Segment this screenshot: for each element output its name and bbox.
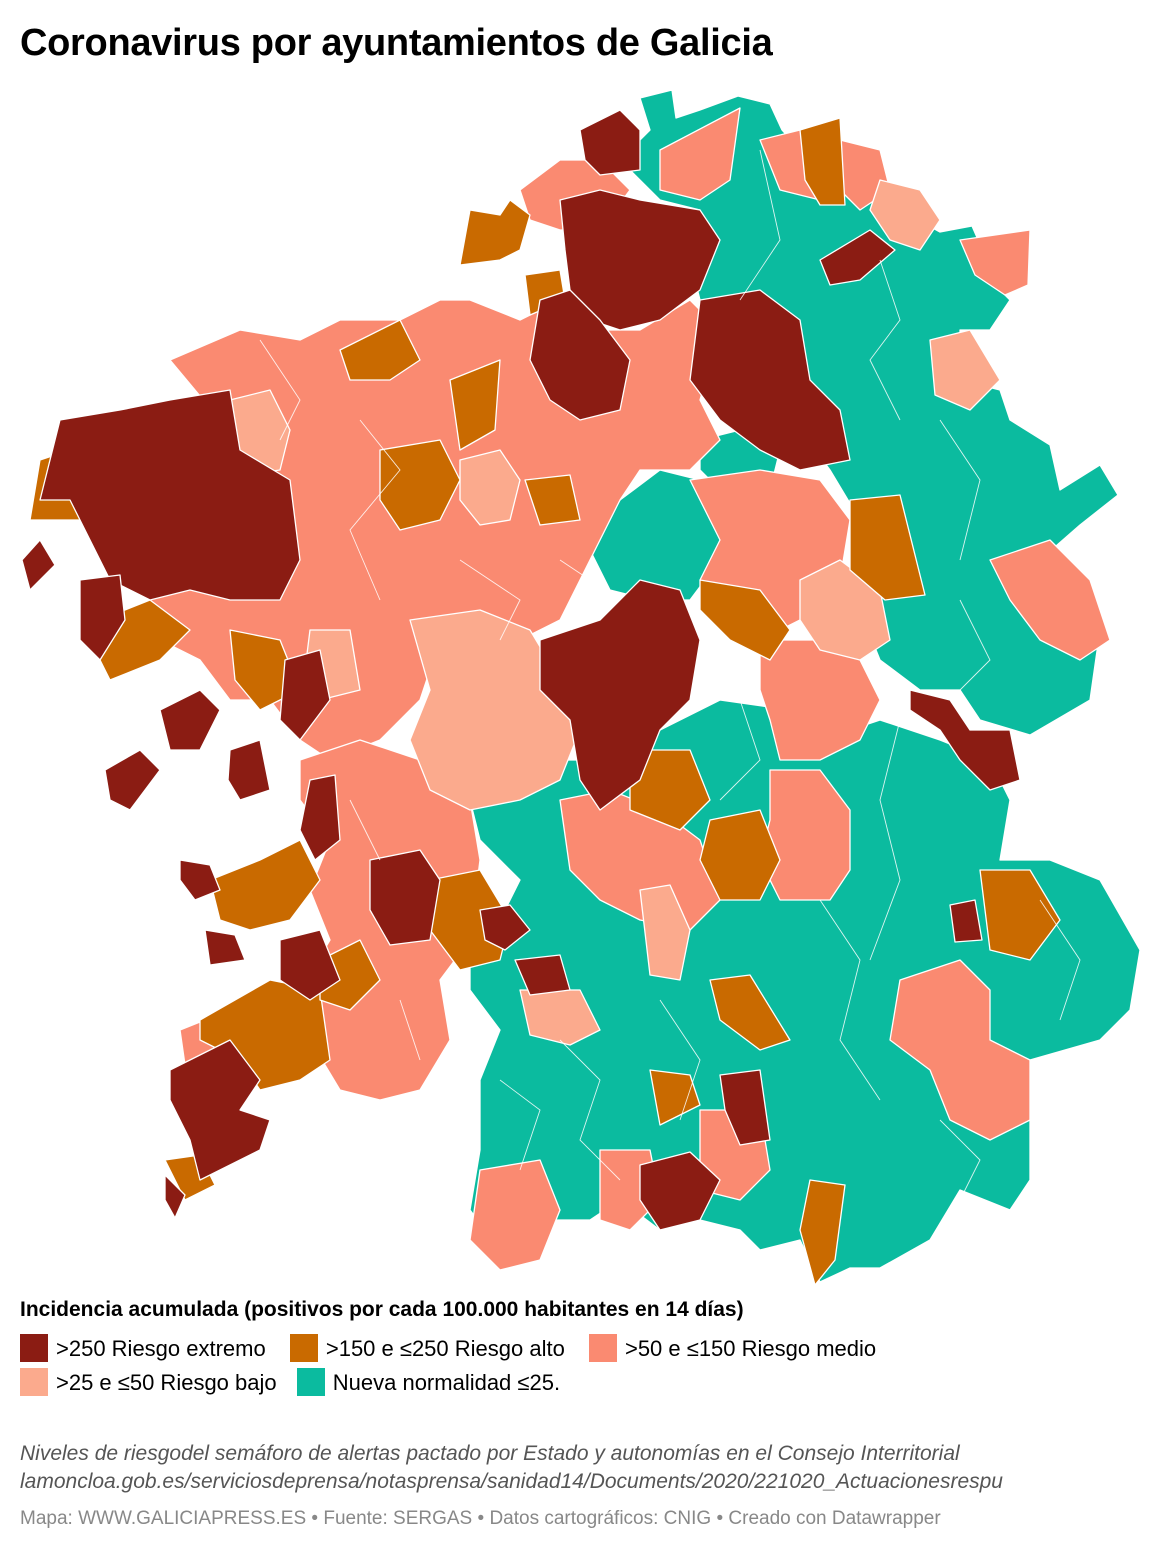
region-orange-ordes <box>379 439 461 531</box>
region-darkred-ourense-east <box>909 689 1021 791</box>
region-darkred-pontevedra-2 <box>299 774 341 861</box>
legend-label: >150 e ≤250 Riesgo alto <box>325 1336 565 1361</box>
region-darkred-arousa-west <box>104 749 161 811</box>
legend-item-extremo: >250 Riesgo extremo <box>20 1332 266 1366</box>
region-orange-ourense-south-2 <box>649 1069 701 1126</box>
region-darkred-lalin <box>539 579 701 811</box>
region-darkred-muros <box>79 574 126 661</box>
region-orange-ourense-east <box>979 869 1061 961</box>
municipal-boundaries <box>259 149 1081 1201</box>
region-darkred-cangas <box>179 859 221 901</box>
region-salmon-ourense-east <box>889 959 1031 1141</box>
legend-items: >250 Riesgo extremo >150 e ≤250 Riesgo a… <box>20 1332 1150 1400</box>
region-salmon-northeast <box>959 229 1031 296</box>
legend-item-alto: >150 e ≤250 Riesgo alto <box>289 1332 565 1366</box>
region-darkred-coruna-center <box>529 289 631 421</box>
region-darkred-ferrol <box>579 109 641 176</box>
region-orange-ourense-3 <box>709 974 791 1051</box>
region-salmon-south <box>469 1159 561 1271</box>
region-orange-lugo-east <box>849 494 926 601</box>
region-darkred-ourense-small <box>949 899 983 943</box>
legend-swatch <box>296 1368 325 1396</box>
region-orange-coruna-east <box>799 117 846 206</box>
region-darkred-ourense-south <box>639 1151 721 1231</box>
legend-swatch <box>20 1368 48 1396</box>
region-darkred-pontevedra <box>227 739 271 801</box>
region-orange-lalin <box>524 474 581 526</box>
legend-label: Nueva normalidad ≤25. <box>332 1370 561 1395</box>
source-notes: Niveles de riesgodel semáforo de alertas… <box>20 1440 1140 1496</box>
region-darkred-ourense-north <box>514 954 571 996</box>
region-lightsalmon-center <box>409 609 581 811</box>
legend-item-bajo: >25 e ≤50 Riesgo bajo <box>20 1366 277 1400</box>
legend-swatch <box>20 1334 48 1362</box>
region-darkred-celanova <box>719 1069 771 1146</box>
map-legend: Incidencia acumulada (positivos por cada… <box>20 1298 1150 1400</box>
legend-label: >250 Riesgo extremo <box>56 1336 266 1361</box>
region-orange-coruna <box>339 319 421 381</box>
notes-line-2: lamoncloa.gob.es/serviciosdeprensa/notas… <box>20 1470 1003 1493</box>
galicia-municipalities-map <box>21 89 1141 1286</box>
legend-item-medio: >50 e ≤150 Riesgo medio <box>588 1332 877 1366</box>
region-orange-lugo-center <box>699 579 791 661</box>
legend-label: >25 e ≤50 Riesgo bajo <box>56 1370 277 1395</box>
chart-title: Coronavirus por ayuntamientos de Galicia <box>20 22 773 64</box>
region-darkred-coruna-north <box>559 189 721 331</box>
region-darkred-estrada <box>369 849 441 946</box>
region-darkred-costa-morte <box>39 389 301 601</box>
region-lightsalmon-lugo <box>929 329 1001 411</box>
region-lightsalmon-coruna <box>459 449 521 526</box>
region-salmon-east <box>989 539 1111 661</box>
region-darkred-baiona <box>204 929 246 966</box>
legend-title: Incidencia acumulada (positivos por cada… <box>20 1298 744 1321</box>
map-regions <box>21 89 1141 1286</box>
region-orange-betanzos <box>449 359 501 451</box>
region-darkred-baixo-minho <box>169 1039 271 1181</box>
region-darkred-vilagarcia <box>279 649 331 741</box>
notes-line-1: Niveles de riesgodel semáforo de alertas… <box>20 1442 960 1465</box>
region-darkred-pontevedra-south <box>479 904 531 951</box>
legend-label: >50 e ≤150 Riesgo medio <box>624 1336 877 1361</box>
region-orange-ourense-center <box>629 749 711 831</box>
legend-item-nueva-normalidad: Nueva normalidad ≤25. <box>296 1366 561 1400</box>
region-darkred-south-tip <box>164 1174 186 1219</box>
credits-footer: Mapa: WWW.GALICIAPRESS.ES • Fuente: SERG… <box>20 1508 941 1529</box>
region-darkred-vigo <box>279 929 341 1001</box>
region-orange-ourense-2 <box>699 809 781 901</box>
region-orange-ourense-south <box>799 1179 846 1286</box>
region-orange-arousa <box>209 839 321 931</box>
region-darkred-fisterra <box>21 539 56 591</box>
region-orange-north-coast <box>459 199 531 266</box>
region-darkred-north-small <box>819 229 896 286</box>
region-darkred-lugo-north <box>689 289 851 471</box>
region-lightsalmon-northeast <box>869 179 941 251</box>
legend-swatch <box>289 1334 318 1362</box>
legend-swatch <box>588 1334 617 1362</box>
region-darkred-sanxenxo <box>159 689 221 751</box>
region-lightsalmon-small <box>639 884 691 981</box>
region-salmon-north-coast-2 <box>659 107 741 201</box>
